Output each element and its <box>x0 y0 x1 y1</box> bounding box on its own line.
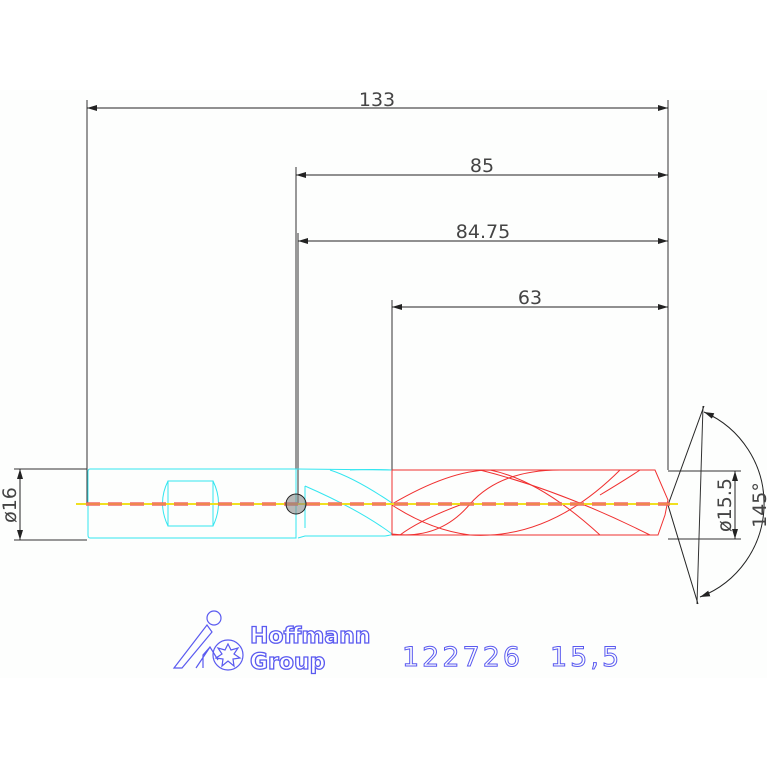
dim-84-75: 84.75 <box>456 221 510 243</box>
dim-d15-5: ø15.5 <box>714 478 736 532</box>
dim-133: 133 <box>359 89 395 111</box>
angle-leg-upper <box>667 405 705 506</box>
dim-d16: ø16 <box>0 487 21 523</box>
dim-63: 63 <box>518 287 542 309</box>
drill-flutes <box>391 469 669 536</box>
angle-leg-lower <box>667 504 699 605</box>
logo-text-hoffmann: Hoffmann <box>250 624 370 649</box>
dim-85: 85 <box>470 155 494 177</box>
drawing-area <box>0 90 767 678</box>
extension-lines <box>14 100 741 605</box>
reference-point <box>285 493 307 515</box>
article-number: 122726 <box>402 642 523 673</box>
size-label: 15,5 <box>550 642 622 673</box>
dim-angle: 145° <box>749 482 767 528</box>
angle-arc <box>699 411 765 598</box>
logo-text-group: Group <box>250 650 325 675</box>
hoffmann-group-logo <box>172 610 244 671</box>
